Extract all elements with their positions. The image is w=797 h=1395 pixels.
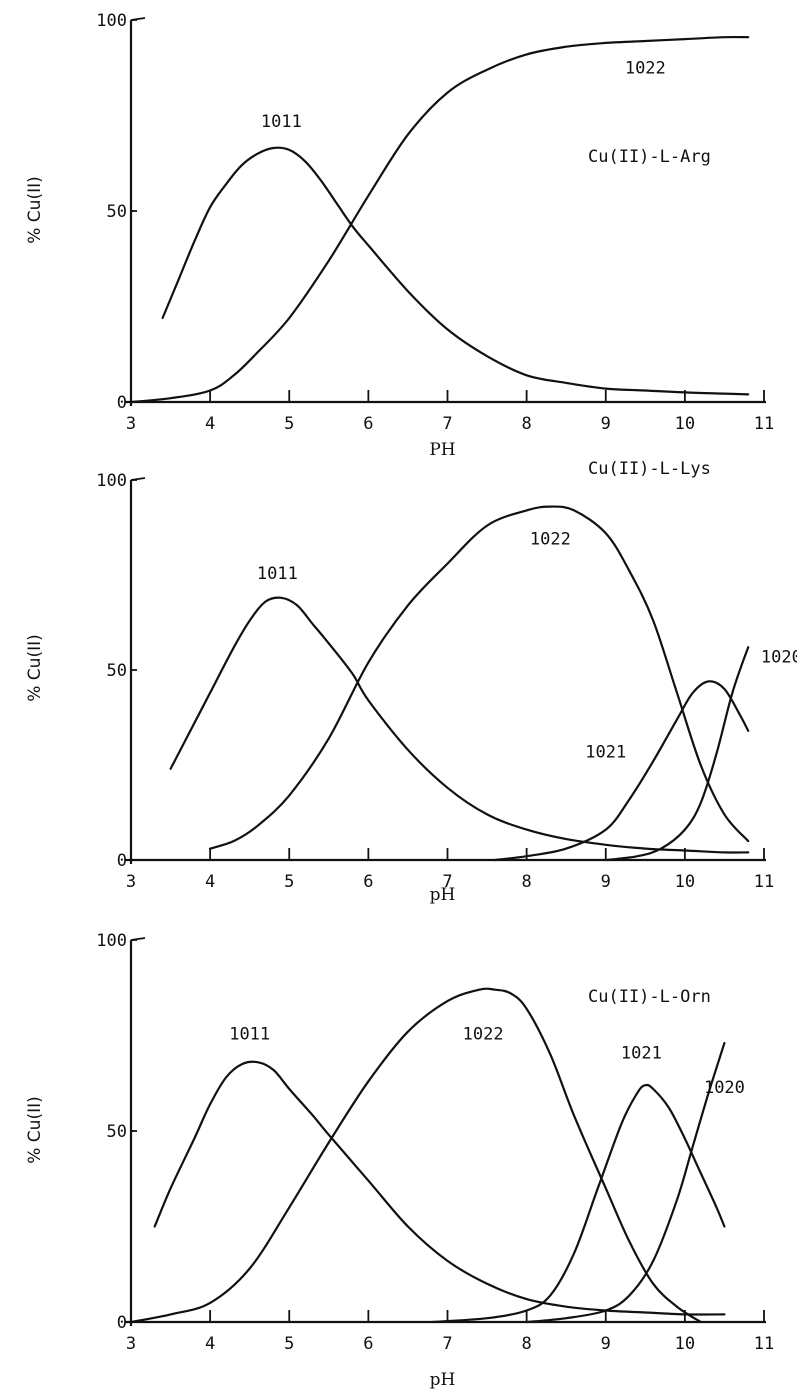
y-tick-label: 50 xyxy=(107,661,127,681)
y-tick-label: 100 xyxy=(96,931,127,951)
series-line-1022 xyxy=(209,505,750,850)
x-axis-label: pH xyxy=(430,1370,456,1390)
x-tick-label: 7 xyxy=(442,1334,452,1354)
x-tick-label: 8 xyxy=(522,1334,532,1354)
x-tick-label: 7 xyxy=(442,414,452,434)
panel-title: Cu(II)-L-Lys xyxy=(588,459,711,479)
x-tick-label: 4 xyxy=(205,1334,215,1354)
x-tick-label: 11 xyxy=(754,414,774,434)
y-tick-label: 50 xyxy=(107,202,127,222)
x-tick-label: 3 xyxy=(126,1334,136,1354)
series-label-1021: 1021 xyxy=(585,742,626,762)
series-label-1020: 1020 xyxy=(761,647,797,667)
x-tick-label: 8 xyxy=(522,414,532,434)
x-tick-label: 5 xyxy=(284,414,294,434)
series-line-1011 xyxy=(169,596,750,854)
x-tick-label: 3 xyxy=(126,872,136,892)
x-tick-label: 5 xyxy=(284,1334,294,1354)
series-label-1021: 1021 xyxy=(621,1043,662,1063)
series-line-1020 xyxy=(525,1042,726,1324)
series-line-1022 xyxy=(129,987,702,1324)
x-tick-label: 4 xyxy=(205,872,215,892)
y-tick-label: 100 xyxy=(96,471,127,491)
y-tick-label: 100 xyxy=(96,11,127,31)
x-tick-label: 9 xyxy=(601,414,611,434)
x-tick-label: 10 xyxy=(675,1334,695,1354)
x-tick-label: 6 xyxy=(363,1334,373,1354)
series-label-1020: 1020 xyxy=(704,1078,745,1098)
x-tick-label: 7 xyxy=(442,872,452,892)
series-label-1022: 1022 xyxy=(463,1024,504,1044)
x-tick-label: 3 xyxy=(126,414,136,434)
series-label-1022: 1022 xyxy=(625,58,666,78)
x-axis-label: PH xyxy=(429,440,455,460)
panel-title: Cu(II)-L-Orn xyxy=(588,987,711,1007)
series-line-1021 xyxy=(493,680,750,862)
series-line-1021 xyxy=(430,1083,726,1324)
series-label-1022: 1022 xyxy=(530,530,571,550)
x-tick-label: 10 xyxy=(675,872,695,892)
series-line-1022 xyxy=(129,35,750,404)
series-label-1011: 1011 xyxy=(229,1024,270,1044)
x-tick-label: 9 xyxy=(601,1334,611,1354)
series-line-1020 xyxy=(604,646,750,862)
x-tick-label: 10 xyxy=(675,414,695,434)
series-label-1011: 1011 xyxy=(257,564,298,584)
y-axis-label: % Cu(II) xyxy=(25,1096,45,1164)
panel-title: Cu(II)-L-Arg xyxy=(588,147,711,167)
series-line-1011 xyxy=(161,146,750,396)
y-tick-label: 0 xyxy=(117,851,127,871)
x-tick-label: 6 xyxy=(363,872,373,892)
y-tick-label: 50 xyxy=(107,1122,127,1142)
y-tick-label: 0 xyxy=(117,1313,127,1333)
series-label-1011: 1011 xyxy=(261,112,302,132)
y-axis-label: % Cu(II) xyxy=(25,176,45,244)
y-tick-label: 0 xyxy=(117,393,127,413)
x-tick-label: 5 xyxy=(284,872,294,892)
x-tick-label: 4 xyxy=(205,414,215,434)
y-axis-label: % Cu(II) xyxy=(25,634,45,702)
x-tick-label: 9 xyxy=(601,872,611,892)
x-tick-label: 8 xyxy=(522,872,532,892)
series-line-1011 xyxy=(153,1060,726,1316)
x-tick-label: 6 xyxy=(363,414,373,434)
x-tick-label: 11 xyxy=(754,1334,774,1354)
x-tick-label: 11 xyxy=(754,872,774,892)
x-axis-label: pH xyxy=(430,885,456,905)
